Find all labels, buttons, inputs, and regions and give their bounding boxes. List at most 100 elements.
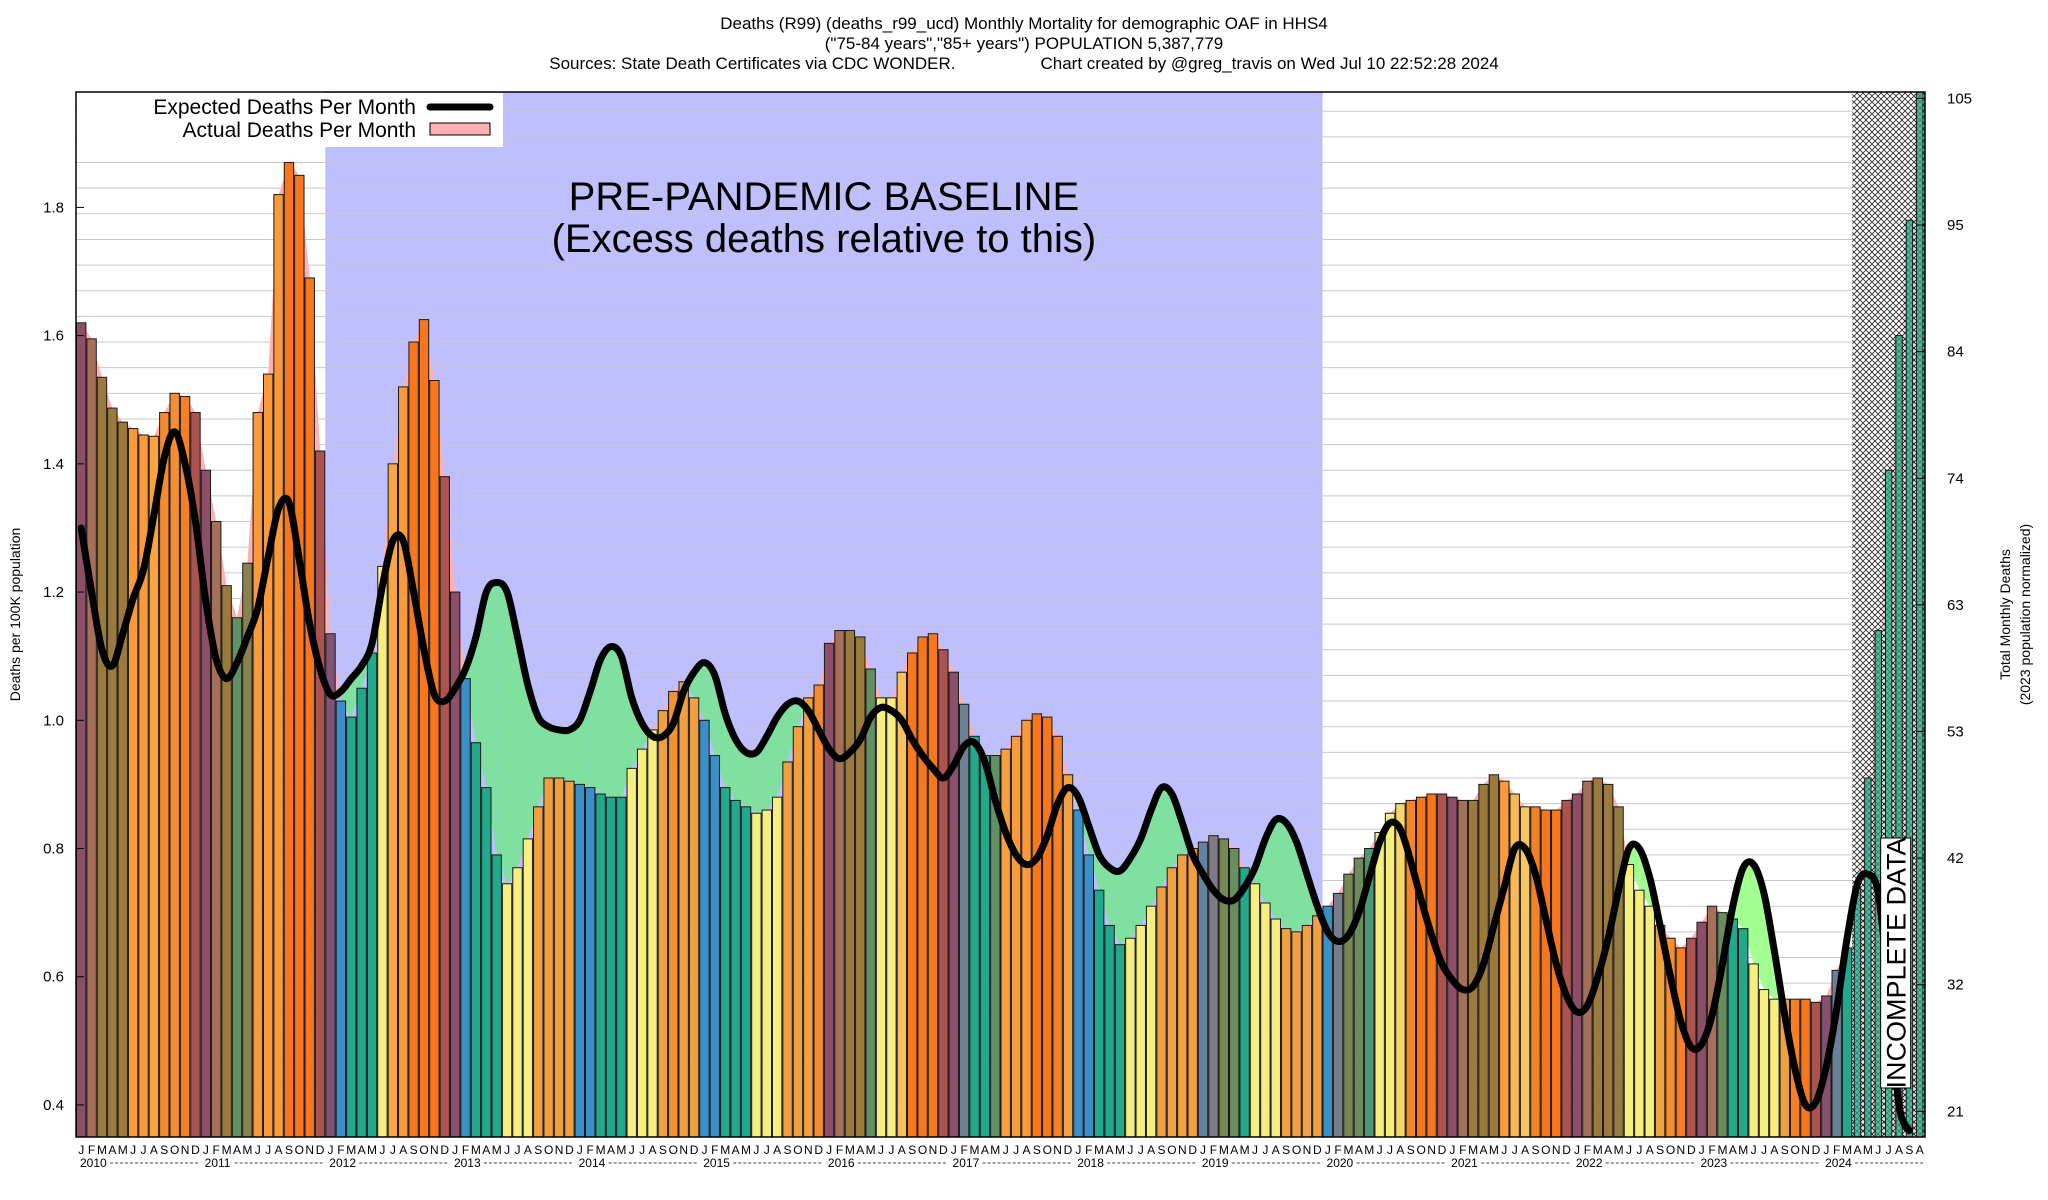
bar: [1864, 777, 1872, 1138]
bar: [584, 787, 596, 1138]
month-label: S: [1033, 1143, 1041, 1157]
bar: [1197, 841, 1209, 1138]
bar: [543, 777, 554, 1138]
month-label: M: [866, 1143, 876, 1157]
month-label: N: [555, 1143, 564, 1157]
deficit-area: [475, 592, 487, 788]
bar: [647, 729, 658, 1138]
deficit-area: [1161, 787, 1172, 887]
month-label: S: [1531, 1143, 1539, 1157]
deficit-area: [559, 729, 570, 782]
bar: [1166, 867, 1178, 1138]
bar: [896, 671, 908, 1138]
bar: [86, 338, 97, 1138]
deficit-area: [486, 582, 497, 855]
month-label: J: [1699, 1143, 1705, 1157]
month-label: M: [1240, 1143, 1250, 1157]
y-tick-label: 1.6: [43, 328, 64, 345]
month-label: A: [607, 1143, 615, 1157]
bar: [969, 735, 980, 1138]
month-label: S: [410, 1143, 418, 1157]
month-label: O: [1292, 1143, 1301, 1157]
month-label: J: [701, 1143, 707, 1157]
bar: [1467, 799, 1479, 1138]
y2-axis-subtitle: (2023 population normalized): [2017, 524, 2033, 705]
bar: [699, 719, 710, 1138]
bar: [107, 407, 118, 1138]
month-label: A: [1396, 1143, 1404, 1157]
month-label: J: [1013, 1143, 1019, 1157]
month-label: S: [659, 1143, 667, 1157]
deficit-area: [694, 662, 705, 721]
deficit-area: [600, 646, 611, 798]
legend-actual-swatch: [429, 122, 491, 136]
month-label: A: [773, 1143, 781, 1157]
y-tick-label: 0.6: [43, 969, 64, 986]
y2-tick-label: 32: [1947, 977, 1964, 994]
month-label: F: [213, 1143, 220, 1157]
month-label: M: [1115, 1143, 1125, 1157]
bar: [1540, 809, 1552, 1138]
bar: [356, 687, 367, 1138]
bar: [1447, 796, 1458, 1138]
month-label: J: [141, 1143, 147, 1157]
y2-tick-label: 84: [1947, 344, 1964, 361]
month-label: J: [951, 1143, 957, 1157]
month-label: O: [918, 1143, 927, 1157]
month-label: O: [170, 1143, 179, 1157]
month-label: J: [1262, 1143, 1268, 1157]
month-label: A: [1230, 1143, 1238, 1157]
bar: [678, 681, 689, 1138]
bar: [96, 376, 108, 1138]
bar: [1083, 854, 1094, 1138]
bar: [823, 642, 835, 1138]
y2-tick-label: 63: [1947, 597, 1964, 614]
month-label: A: [981, 1143, 989, 1157]
month-label: O: [1541, 1143, 1550, 1157]
bar: [626, 767, 637, 1138]
month-label: O: [295, 1143, 304, 1157]
month-label: M: [222, 1143, 232, 1157]
chart-title: Deaths (R99) (deaths_r99_ucd) Monthly Mo…: [720, 14, 1328, 33]
bar: [1727, 918, 1739, 1138]
month-label: O: [544, 1143, 553, 1157]
month-label: F: [1584, 1143, 1591, 1157]
month-label: O: [793, 1143, 802, 1157]
bar: [865, 668, 876, 1138]
bar: [1260, 902, 1271, 1138]
chart-subtitle: ("75-84 years","85+ years") POPULATION 5…: [824, 34, 1224, 53]
bar: [1031, 713, 1043, 1138]
bar: [616, 796, 627, 1138]
bar: [636, 748, 648, 1138]
bar: [1457, 799, 1468, 1138]
year-label: 2023: [1700, 1156, 1727, 1170]
bar: [782, 761, 793, 1138]
bar: [668, 690, 679, 1138]
bar: [1062, 774, 1074, 1138]
month-label: F: [1459, 1143, 1466, 1157]
legend-actual-label: Actual Deaths Per Month: [183, 119, 416, 142]
deficit-area: [1296, 842, 1307, 932]
month-label: S: [534, 1143, 542, 1157]
bar: [1104, 924, 1115, 1138]
month-label: J: [1751, 1143, 1757, 1157]
bar: [1613, 806, 1624, 1138]
bar: [408, 341, 419, 1138]
bar: [117, 421, 128, 1138]
bar: [252, 412, 263, 1138]
month-label: A: [1895, 1143, 1903, 1157]
plot-frame: [75, 91, 1926, 1138]
deficit-area: [1151, 787, 1162, 907]
bar: [366, 652, 378, 1138]
deficit-area: [766, 717, 778, 811]
month-label: M: [970, 1143, 980, 1157]
month-label: A: [275, 1143, 283, 1157]
month-label: S: [1905, 1143, 1913, 1157]
month-label: N: [305, 1143, 314, 1157]
month-label: D: [565, 1143, 574, 1157]
month-label: N: [1552, 1143, 1561, 1157]
month-label: N: [430, 1143, 439, 1157]
month-label: J: [452, 1143, 458, 1157]
month-label: F: [960, 1143, 967, 1157]
